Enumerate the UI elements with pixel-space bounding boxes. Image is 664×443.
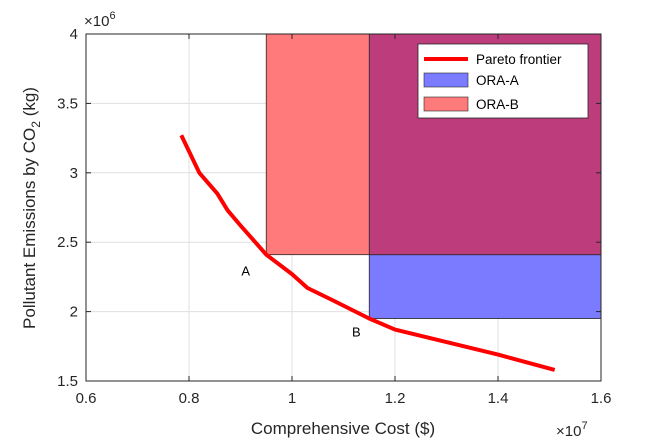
x-exponent-label: ×107 — [556, 420, 588, 440]
x-tick-label-3: 1.2 — [385, 390, 406, 407]
y-tick-label-1: 2 — [70, 304, 78, 321]
legend-label-ora-a: ORA-A — [476, 73, 519, 88]
series-layer — [179, 134, 556, 372]
y-tick-label-4: 3.5 — [57, 95, 78, 112]
y-exponent-label: ×106 — [84, 10, 116, 30]
y-axis-label: Pollutant Emissions by CO2 (kg) — [20, 87, 43, 329]
legend-label-pareto: Pareto frontier — [476, 52, 562, 67]
x-tick-label-0: 0.6 — [76, 390, 97, 407]
legend-swatch-ora-b — [423, 96, 469, 112]
plot-area-border — [85, 33, 602, 382]
x-tick-label-2: 1 — [288, 390, 296, 407]
annotation-point-a: A — [241, 264, 250, 279]
legend-label-ora-b: ORA-B — [476, 97, 519, 112]
y-tick-label-5: 4 — [70, 26, 78, 43]
tick-layer: 0.6 0.8 1 1.2 1.4 1.6 1.5 2 2.5 3 3.5 4 — [57, 26, 611, 407]
y-tick-label-0: 1.5 — [57, 373, 78, 390]
x-tick-label-1: 0.8 — [179, 390, 200, 407]
x-tick-label-4: 1.4 — [488, 390, 509, 407]
y-tick-label-3: 3 — [70, 165, 78, 182]
legend: Pareto frontier ORA-A ORA-B — [417, 43, 589, 119]
annotation-layer: AB — [241, 264, 360, 340]
x-axis-label: Comprehensive Cost ($) — [251, 419, 435, 438]
series-line-pareto-frontier — [179, 134, 556, 372]
y-tick-label-2: 2.5 — [57, 234, 78, 251]
legend-swatch-ora-a — [423, 72, 469, 88]
annotation-point-b: B — [352, 325, 361, 340]
x-tick-label-5: 1.6 — [591, 390, 612, 407]
